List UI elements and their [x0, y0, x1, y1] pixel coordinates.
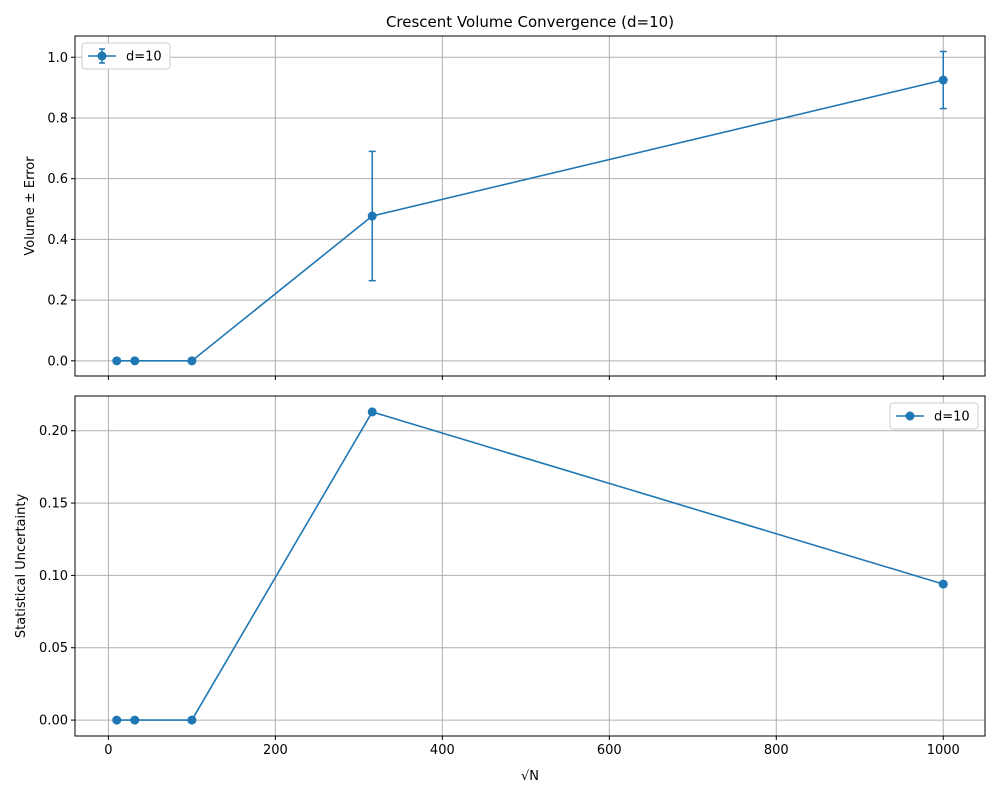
data-point: [130, 715, 140, 725]
legend-marker: [905, 411, 915, 421]
data-point: [938, 75, 948, 85]
y-tick-label: 0.4: [47, 233, 68, 248]
data-point: [130, 356, 140, 366]
x-tick-label: 200: [263, 743, 288, 758]
ticks: 0 200 400 600 800 1000 0.00 0.05 0.10 0.15 0.20: [39, 424, 960, 758]
plot-frame: [74, 35, 986, 377]
top-y-axis-label: Volume ± Error: [23, 156, 38, 256]
y-tick-label: 0.10: [39, 569, 68, 584]
x-tick-label: 400: [430, 743, 455, 758]
y-tick-label: 0.15: [39, 497, 68, 512]
y-tick-label: 1.0: [47, 51, 68, 66]
data-point: [367, 407, 377, 417]
y-tick-label: 0.00: [39, 714, 68, 729]
legend: d=10: [81, 42, 171, 70]
x-tick-label: 1000: [927, 743, 960, 758]
bottom-panel: Statistical Uncertainty √N 0 200 400 600 800…: [14, 395, 986, 784]
x-tick-label: 0: [104, 743, 112, 758]
y-tick-label: 0.2: [47, 294, 68, 309]
legend-box: [889, 402, 979, 430]
grid: [75, 396, 985, 736]
legend-label: d=10: [126, 50, 162, 65]
y-tick-label: 0.8: [47, 111, 68, 126]
series-d10: [112, 50, 948, 366]
x-axis-label: √N: [521, 769, 539, 784]
data-point: [367, 211, 377, 221]
y-tick-label: 0.6: [47, 172, 68, 187]
series-d10: [112, 407, 948, 725]
x-tick-label: 600: [597, 743, 622, 758]
top-panel: Crescent Volume Convergence (d=10) Volum…: [23, 13, 986, 380]
x-tick-label: 800: [764, 743, 789, 758]
y-tick-label: 0.0: [47, 354, 68, 369]
data-point: [112, 715, 122, 725]
ticks: 0.0 0.2 0.4 0.6 0.8 1.0: [47, 51, 944, 380]
data-point: [112, 356, 122, 366]
legend-label: d=10: [934, 410, 970, 425]
y-tick-label: 0.05: [39, 641, 68, 656]
data-point: [187, 715, 197, 725]
legend: d=10: [889, 402, 979, 430]
plot-frame: [74, 395, 986, 737]
data-point: [938, 579, 948, 589]
legend-marker: [97, 51, 107, 61]
bottom-y-axis-label: Statistical Uncertainty: [14, 494, 29, 639]
y-tick-label: 0.20: [39, 424, 68, 439]
data-point: [187, 356, 197, 366]
chart-title: Crescent Volume Convergence (d=10): [386, 13, 674, 31]
